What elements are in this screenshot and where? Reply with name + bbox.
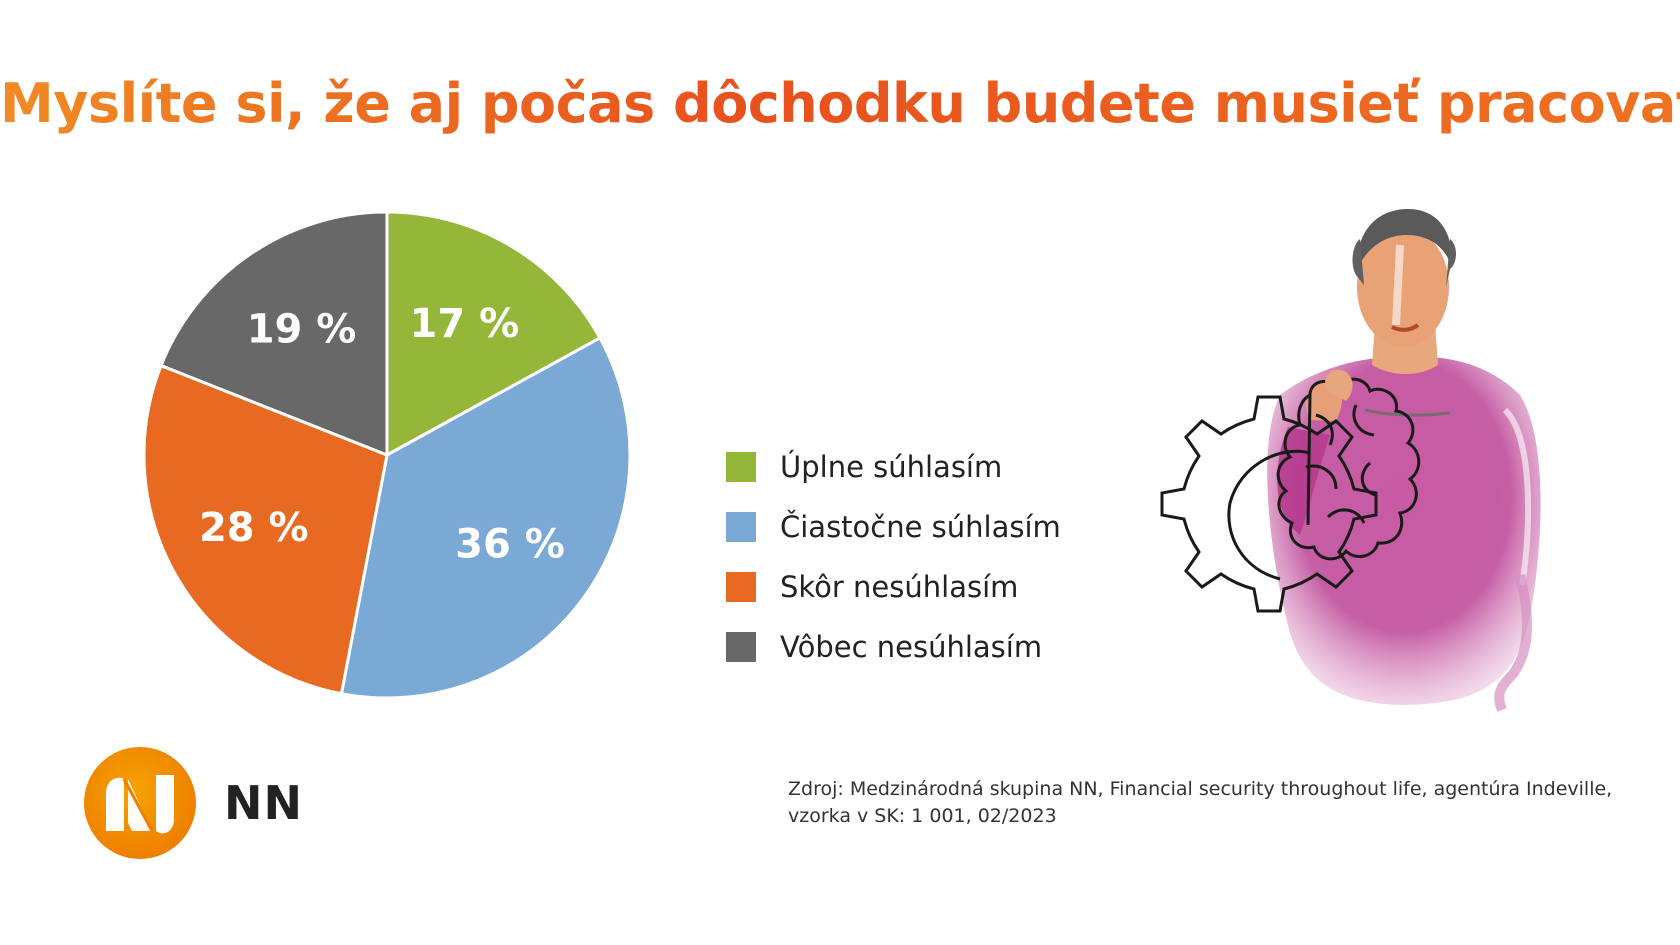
legend-swatch xyxy=(726,512,756,542)
legend-item-2: Skôr nesúhlasím xyxy=(726,557,1061,617)
nn-logo: NN xyxy=(82,745,303,861)
legend: Úplne súhlasím Čiastočne súhlasím Skôr nes… xyxy=(726,437,1061,677)
pie-slice-0 xyxy=(385,210,602,457)
legend-label: Skôr nesúhlasím xyxy=(780,570,1019,604)
pie-slice-label-0: 17 % xyxy=(410,301,520,347)
pie-slice-label-2: 28 % xyxy=(199,505,309,551)
legend-label: Vôbec nesúhlasím xyxy=(780,630,1043,664)
legend-item-1: Čiastočne súhlasím xyxy=(726,497,1061,557)
legend-item-0: Úplne súhlasím xyxy=(726,437,1061,497)
legend-swatch xyxy=(726,572,756,602)
pie-slice-1 xyxy=(339,336,632,700)
pie-slice-label-3: 19 % xyxy=(247,306,357,352)
legend-label: Čiastočne súhlasím xyxy=(780,510,1061,544)
pie-slice-2 xyxy=(142,364,389,696)
legend-label: Úplne súhlasím xyxy=(780,450,1003,484)
gear-icon xyxy=(1160,395,1378,613)
legend-item-3: Vôbec nesúhlasím xyxy=(726,617,1061,677)
pie-slice-label-1: 36 % xyxy=(455,521,565,567)
legend-swatch xyxy=(726,452,756,482)
brain-icon xyxy=(1276,377,1421,561)
pie-slice-3 xyxy=(159,210,389,457)
legend-swatch xyxy=(726,632,756,662)
pie-chart: 17 % 36 % 28 % 19 % xyxy=(142,210,632,700)
nn-logo-icon xyxy=(84,747,196,859)
person-illustration xyxy=(1160,209,1541,712)
source-note: Zdroj: Medzinárodná skupina NN, Financia… xyxy=(788,778,1613,827)
chart-title: Myslíte si, že aj počas dôchodku budete … xyxy=(0,72,1680,135)
brand-name: NN xyxy=(224,776,303,830)
